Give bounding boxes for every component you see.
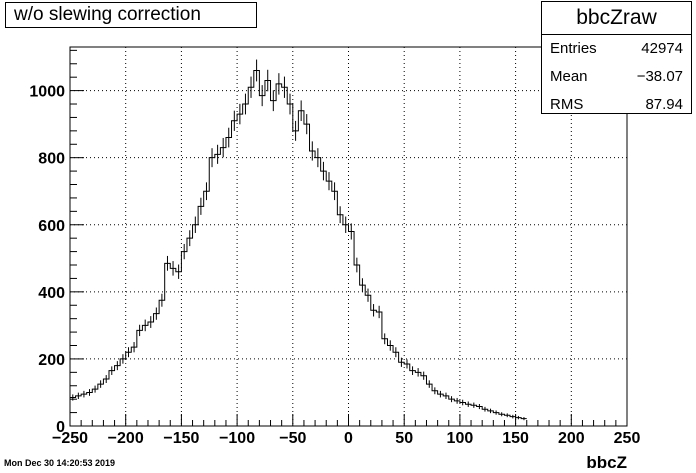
- x-tick-label: 150: [502, 430, 529, 447]
- grid-lines: [70, 47, 627, 426]
- x-tick-label: 100: [447, 430, 474, 447]
- stats-row-mean: Mean −38.07: [542, 63, 691, 91]
- y-tick-label: 400: [38, 285, 65, 302]
- y-tick-label: 0: [56, 419, 65, 436]
- y-axis: 0 200 400 600 800 1000: [29, 49, 84, 436]
- stats-label: RMS: [550, 96, 584, 113]
- y-tick-label: 1000: [29, 84, 65, 101]
- stats-row-entries: Entries 42974: [542, 35, 691, 63]
- stats-name: bbcZraw: [542, 2, 691, 35]
- y-tick-label: 800: [38, 151, 65, 168]
- stats-row-rms: RMS 87.94: [542, 91, 691, 119]
- y-tick-label: 600: [38, 218, 65, 235]
- stats-value: 42974: [641, 40, 683, 57]
- date-stamp: Mon Dec 30 14:20:53 2019: [4, 458, 116, 468]
- x-axis: −250 −200 −150 −100 −50 0 50 100 150 200 250: [52, 414, 640, 447]
- x-tick-label: −50: [279, 430, 306, 447]
- x-tick-label: −200: [108, 430, 144, 447]
- stats-value: −38.07: [636, 68, 683, 85]
- stats-box: bbcZraw Entries 42974 Mean −38.07 RMS 87…: [541, 1, 692, 114]
- x-axis-label: bbcZ: [586, 453, 627, 472]
- x-tick-label: −150: [163, 430, 199, 447]
- chart-title: w/o slewing correction: [5, 2, 257, 28]
- x-tick-label: −100: [219, 430, 255, 447]
- x-tick-label: 0: [344, 430, 353, 447]
- x-tick-label: 250: [614, 430, 641, 447]
- stats-value: 87.94: [645, 96, 683, 113]
- x-tick-label: −250: [52, 430, 88, 447]
- chart-title-text: w/o slewing correction: [14, 4, 201, 25]
- stats-label: Entries: [550, 40, 597, 57]
- stats-label: Mean: [550, 68, 588, 85]
- x-tick-label: 50: [395, 430, 413, 447]
- y-tick-label: 200: [38, 352, 65, 369]
- error-bars: [72, 59, 525, 421]
- histogram-line: [70, 69, 527, 420]
- x-tick-label: 200: [558, 430, 585, 447]
